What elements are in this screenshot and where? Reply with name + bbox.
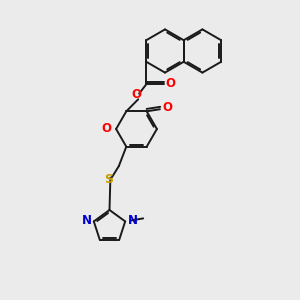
Text: O: O bbox=[132, 88, 142, 101]
Text: N: N bbox=[81, 214, 92, 227]
Text: S: S bbox=[104, 173, 113, 186]
Text: O: O bbox=[162, 101, 172, 114]
Text: N: N bbox=[128, 214, 138, 227]
Text: O: O bbox=[166, 76, 176, 90]
Text: O: O bbox=[102, 122, 112, 136]
